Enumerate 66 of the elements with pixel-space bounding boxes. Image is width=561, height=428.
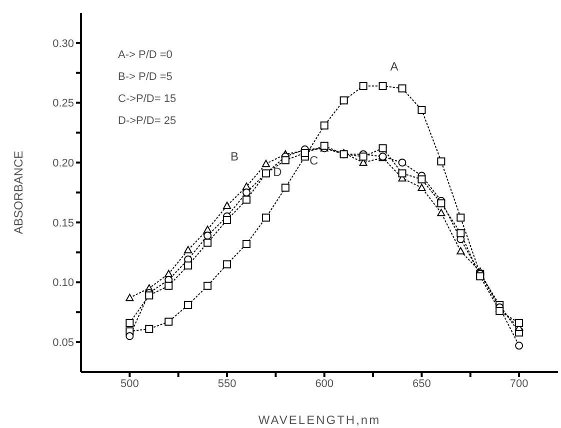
point xyxy=(456,229,465,238)
point xyxy=(496,306,504,315)
y-tick-label: 0.30 xyxy=(52,38,74,50)
point xyxy=(437,199,446,208)
annotation: B-> P/D =5 xyxy=(118,70,174,85)
series-label: B xyxy=(230,150,238,164)
point xyxy=(242,188,250,196)
series-label: D xyxy=(273,165,282,180)
point xyxy=(184,300,192,309)
point xyxy=(359,82,368,90)
point xyxy=(476,272,484,280)
x-axis-title: WAVELENGTH,nm xyxy=(258,413,381,427)
annotation: D->P/D= 25 xyxy=(118,114,176,129)
point xyxy=(281,156,290,164)
point xyxy=(204,238,212,247)
y-tick-label: 0.25 xyxy=(52,98,74,110)
point xyxy=(262,160,270,168)
point xyxy=(456,214,465,222)
point xyxy=(184,246,192,254)
point xyxy=(418,175,426,184)
y-tick-label: 0.10 xyxy=(52,277,74,290)
point xyxy=(398,84,406,92)
point xyxy=(378,144,387,152)
annotation: C->P/D= 15 xyxy=(118,92,176,107)
y-axis-title: ABSORBANCE xyxy=(11,150,26,234)
x-tick-label: 550 xyxy=(218,378,236,390)
point xyxy=(437,208,446,216)
point xyxy=(164,282,173,290)
point xyxy=(437,157,446,166)
point xyxy=(223,216,232,224)
point xyxy=(359,152,368,161)
point xyxy=(515,342,524,350)
point xyxy=(184,261,192,270)
point xyxy=(398,158,406,167)
point xyxy=(515,318,524,327)
point xyxy=(223,202,232,209)
point xyxy=(126,332,134,340)
point xyxy=(320,121,328,130)
point xyxy=(456,247,465,254)
point xyxy=(300,149,309,158)
y-tick-label: 0.05 xyxy=(52,336,74,349)
point xyxy=(398,169,406,178)
x-tick-label: 600 xyxy=(315,378,334,390)
point xyxy=(242,196,250,204)
y-tick-label: 0.15 xyxy=(52,217,74,230)
point xyxy=(340,96,348,104)
point xyxy=(281,184,290,192)
x-tick-label: 650 xyxy=(412,378,431,390)
point xyxy=(418,184,426,192)
point xyxy=(126,318,134,327)
y-tick-label: 0.20 xyxy=(52,157,74,170)
point xyxy=(418,106,426,114)
point xyxy=(145,324,154,333)
point xyxy=(126,294,134,302)
x-tick-label: 700 xyxy=(510,378,528,390)
point xyxy=(262,214,270,222)
point xyxy=(204,232,212,240)
point xyxy=(223,260,232,268)
series-label: A xyxy=(390,59,398,74)
point xyxy=(204,282,212,290)
series-label: C xyxy=(310,153,319,168)
point xyxy=(164,318,173,326)
x-tick-label: 500 xyxy=(120,378,139,390)
point xyxy=(242,240,250,248)
point xyxy=(378,82,387,90)
annotation: A-> P/D =0 xyxy=(118,48,174,63)
